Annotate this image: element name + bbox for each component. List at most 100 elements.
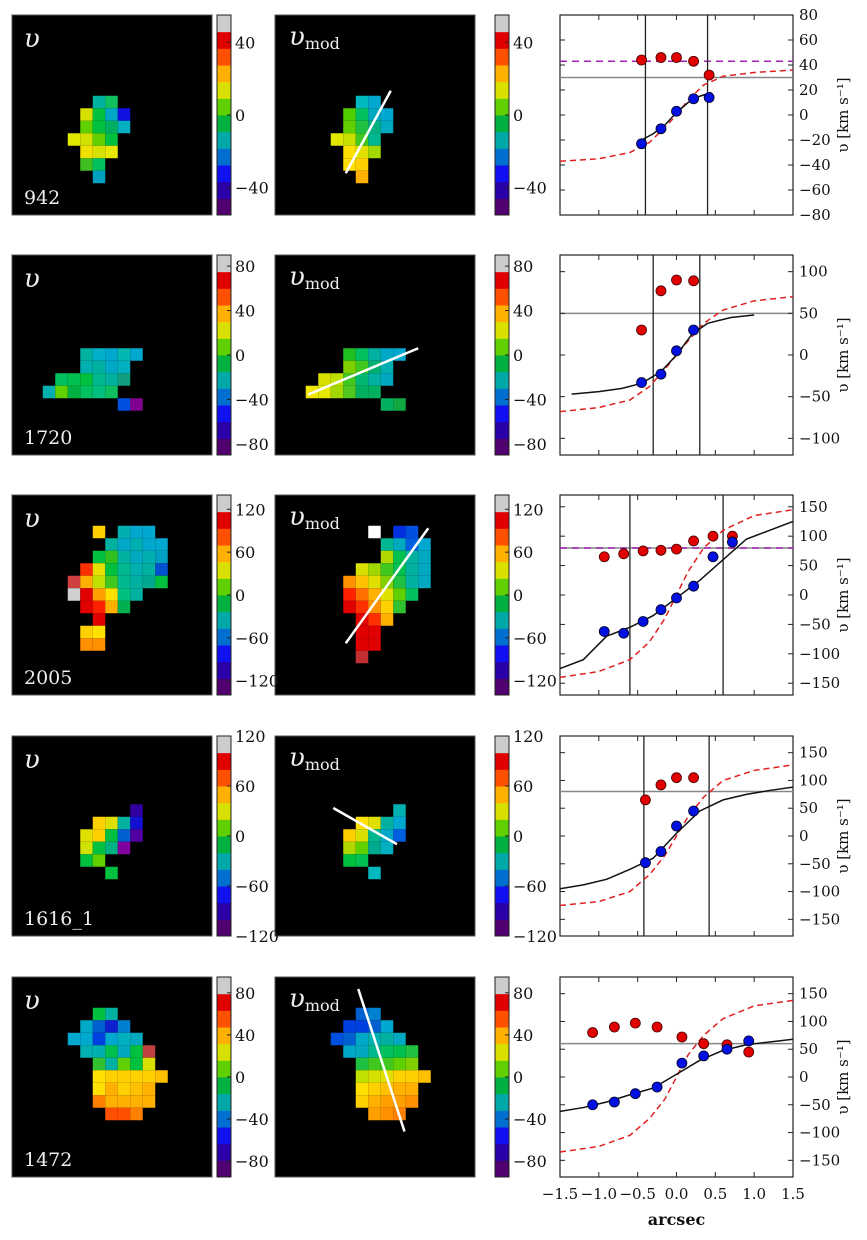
colorbar-tick-label: 120 (513, 500, 544, 519)
colorbar-tick-label: 80 (513, 257, 533, 276)
curve-plot-area (560, 15, 793, 215)
map-pixel (393, 804, 406, 817)
velocity-point (707, 551, 719, 563)
colorbar-segment (495, 98, 509, 116)
dispersion-point (671, 772, 682, 784)
y-axis-label: υ [km s⁻¹] (834, 1039, 852, 1114)
map-pixel (380, 841, 394, 855)
map-pixel (117, 108, 131, 121)
position-angle-line (344, 90, 392, 174)
map-pixel (117, 575, 131, 589)
map-pixel (42, 385, 56, 399)
map-pixel (80, 563, 93, 576)
map-pixel (80, 360, 93, 374)
map-pixel (393, 550, 406, 564)
colorbar-tick-label: −40 (235, 390, 269, 409)
map-pixel (355, 600, 369, 614)
colorbar-segment (217, 919, 231, 937)
map-pixel (355, 588, 369, 601)
map-pixel (393, 588, 406, 601)
map-pixel (368, 1082, 381, 1096)
galaxy-id: 2005 (24, 667, 72, 689)
dispersion-point (688, 55, 699, 67)
vmod-label-subscript: mod (305, 274, 340, 293)
map-pixel (380, 563, 394, 576)
colorbar-segment (495, 545, 509, 563)
rotation-curve-1616_1: 150 100 50 0 −50 −100 −150 υ [km s⁻¹] (559, 735, 852, 937)
vmod-label-subscript: mod (305, 34, 340, 53)
colorbar-segment (495, 645, 509, 663)
map-pixel (142, 525, 156, 539)
map-pixel (117, 1045, 131, 1058)
map-pixel (380, 550, 394, 564)
map-pixel (355, 841, 369, 855)
colorbar-segment (217, 1093, 231, 1111)
map-pixel (130, 816, 143, 830)
colorbar-segment (495, 886, 509, 904)
colorbar-segment (495, 752, 509, 770)
map-pixel (92, 563, 106, 576)
y-axis-label: υ [km s⁻¹] (834, 798, 852, 873)
colorbar-segment (495, 421, 509, 439)
map-pixel (343, 108, 356, 121)
y-tick-label: 150 (799, 985, 828, 1003)
map-pixel (155, 550, 168, 564)
y-tick-label: 100 (799, 771, 828, 789)
colorbar: 120 60 0 −60 −120 (216, 494, 279, 696)
map-pixel (80, 1020, 93, 1033)
dispersion-point (655, 52, 667, 63)
y-tick-label: −100 (799, 883, 840, 901)
colorbar-segment (495, 678, 509, 696)
map-pixel (67, 373, 81, 386)
map-pixel (105, 133, 118, 146)
map-pixel (105, 816, 118, 830)
colorbar-segment (217, 288, 231, 306)
y-tick-label: 100 (799, 527, 828, 545)
map-pixel (105, 373, 118, 386)
colorbar-tick-label: −120 (235, 672, 279, 691)
colorbar-tick-label: −120 (513, 672, 557, 691)
galaxy-id: 1720 (24, 427, 72, 449)
map-pixel (368, 1107, 381, 1121)
map-pixel (105, 550, 118, 564)
colorbar: 120 60 0 −60 −120 (216, 727, 279, 946)
map-pixel (130, 563, 143, 576)
colorbar-tick-label: −80 (513, 435, 547, 454)
colorbar-segment (217, 786, 231, 804)
map-pixel (355, 1082, 369, 1096)
map-pixel (380, 538, 394, 551)
velocity-point (636, 377, 647, 388)
map-pixel (117, 600, 131, 614)
map-pixel (368, 1070, 381, 1083)
colorbar-segment (217, 628, 231, 646)
rotation-curve-1720: 100 50 0 −50 −100 υ [km s⁻¹] (559, 254, 852, 456)
colorbar-segment (217, 271, 231, 289)
map-pixel (117, 550, 131, 564)
v-map: υ 1472 (11, 976, 213, 1178)
map-pixel (92, 348, 106, 361)
colorbar-segment (495, 869, 509, 887)
map-pixel (92, 575, 106, 589)
colorbar-segment (495, 1143, 509, 1161)
map-pixel (368, 385, 381, 399)
velocity-point (688, 805, 699, 817)
colorbar-segment (217, 15, 231, 33)
map-pixel (405, 1070, 419, 1083)
velocity-point (671, 592, 682, 604)
map-pixel (343, 600, 356, 614)
map-pixel (355, 348, 369, 361)
velocity-point (598, 626, 610, 637)
colorbar-segment (217, 869, 231, 887)
map-pixel (142, 1082, 156, 1096)
map-pixel (355, 1032, 369, 1046)
colorbar-segment (217, 886, 231, 904)
map-pixel (142, 1095, 156, 1108)
colorbar-segment (495, 1010, 509, 1028)
map-pixel (343, 841, 356, 855)
map-pixel (355, 1057, 369, 1071)
map-pixel (130, 398, 143, 411)
vmod-map: υmod (274, 494, 476, 696)
curve-plot-area (560, 255, 793, 455)
colorbar-segment (217, 1027, 231, 1045)
map-pixel (393, 1082, 406, 1096)
